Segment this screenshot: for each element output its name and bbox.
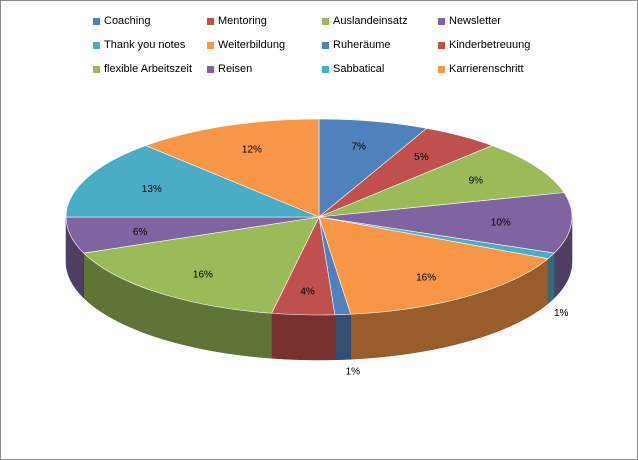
slice-percent-label: 5% <box>414 152 429 163</box>
slice-percent-label: 4% <box>300 286 315 297</box>
legend: Coaching Mentoring Auslandeinsatz Newslette… <box>0 0 638 90</box>
legend-item: Mentoring <box>207 14 267 28</box>
pie-tops <box>65 118 573 316</box>
legend-label: Sabbatical <box>333 63 385 75</box>
pie-slice <box>318 118 428 218</box>
legend-label: Karrierenschritt <box>449 63 524 75</box>
pie-slice <box>318 216 549 315</box>
legend-label: Auslandeinsatz <box>333 15 408 27</box>
legend-item: Newsletter <box>438 14 501 28</box>
legend-item: Weiterbildung <box>207 38 285 52</box>
legend-label: Mentoring <box>218 15 267 27</box>
legend-swatch <box>438 17 445 25</box>
slice-percent-label: 1% <box>346 367 361 378</box>
legend-swatch <box>322 41 329 49</box>
legend-item: Coaching <box>93 14 150 28</box>
legend-label: Weiterbildung <box>218 39 286 51</box>
slice-percent-label: 1% <box>554 308 569 319</box>
legend-swatch <box>93 65 100 73</box>
slice-percent-label: 16% <box>416 273 436 284</box>
slice-percent-label: 9% <box>469 176 484 187</box>
legend-item: Kinderbetreuung <box>438 38 530 52</box>
legend-label: Newsletter <box>449 15 501 27</box>
legend-item: Auslandeinsatz <box>322 14 408 28</box>
slice-percent-label: 13% <box>142 184 162 195</box>
slice-percent-label: 12% <box>242 145 262 156</box>
legend-swatch <box>207 17 214 25</box>
legend-swatch <box>207 65 214 73</box>
pie-slice-side <box>271 312 336 361</box>
legend-swatch <box>93 17 100 25</box>
legend-swatch <box>438 41 445 49</box>
legend-label: Ruheräume <box>333 39 391 51</box>
legend-swatch <box>322 17 329 25</box>
slice-percent-label: 7% <box>351 141 366 152</box>
pie-slice-side <box>334 313 351 361</box>
pie-labels: 7% 5% 9% 10% 1% 16% 1% 4% 16% 6% 13% 12% <box>133 141 569 377</box>
legend-item: Reisen <box>207 62 252 76</box>
legend-item: Karrierenschritt <box>438 62 524 76</box>
legend-label: Thank you notes <box>104 39 186 51</box>
pie-slice <box>144 118 320 218</box>
slice-percent-label: 6% <box>133 227 148 238</box>
legend-label: flexible Arbeitszeit <box>104 63 193 75</box>
legend-item: Thank you notes <box>93 38 185 52</box>
legend-item: Ruheräume <box>322 38 390 52</box>
legend-swatch <box>93 41 100 49</box>
legend-swatch <box>322 65 329 73</box>
pie-slice <box>318 145 565 218</box>
legend-item: Sabbatical <box>322 62 384 76</box>
pie-slice-side <box>547 252 555 305</box>
slice-percent-label: 10% <box>491 218 511 229</box>
pie-slice <box>318 192 573 254</box>
slice-percent-label: 16% <box>193 270 213 281</box>
legend-item: flexible Arbeitszeit <box>93 62 192 76</box>
pie-slice <box>65 145 320 218</box>
legend-label: Reisen <box>218 63 253 75</box>
pie-slice <box>83 216 320 314</box>
pie-sides <box>65 216 573 361</box>
legend-swatch <box>438 65 445 73</box>
legend-swatch <box>207 41 214 49</box>
legend-label: Kinderbetreuung <box>449 39 531 51</box>
legend-label: Coaching <box>104 15 151 27</box>
